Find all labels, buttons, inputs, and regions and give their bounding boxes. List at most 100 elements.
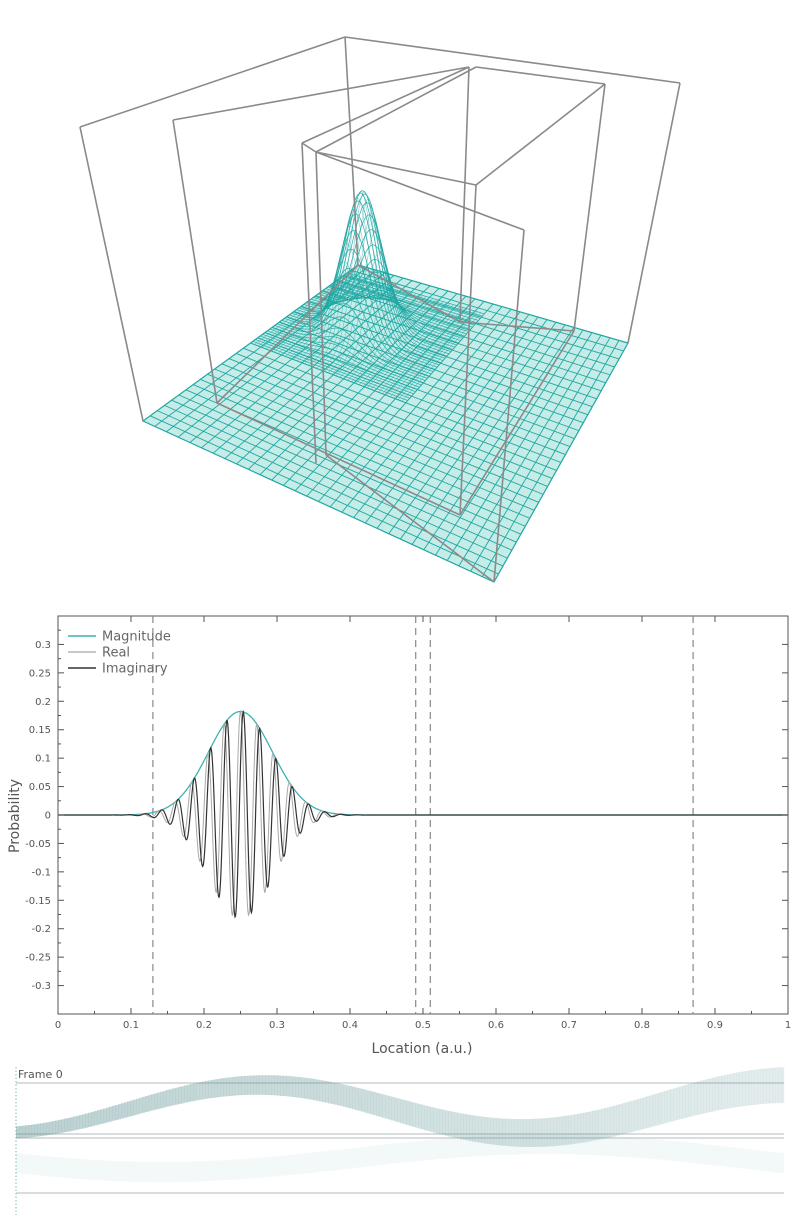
density-column (598, 1109, 602, 1140)
density-column (634, 1137, 640, 1158)
density-column (340, 1149, 346, 1170)
density-column (685, 1084, 689, 1118)
density-column (64, 1158, 70, 1178)
density-column (22, 1154, 28, 1175)
density-column (478, 1116, 482, 1143)
density-column (160, 1091, 164, 1109)
density-column (88, 1159, 94, 1180)
density-column (298, 1153, 304, 1174)
floor-grid-line (481, 340, 620, 577)
density-column (214, 1160, 220, 1181)
box-edge (459, 330, 575, 516)
x-tick-label: 0.1 (123, 1020, 139, 1031)
density-column (421, 1104, 425, 1130)
density-column (229, 1077, 233, 1096)
density-column (328, 1150, 334, 1171)
density-column (304, 1153, 310, 1174)
series-magnitude-line (58, 710, 788, 816)
density-column (700, 1144, 706, 1164)
density-column (532, 1134, 538, 1155)
density-column (448, 1138, 454, 1158)
density-column (535, 1118, 539, 1147)
peak-contour-line (389, 309, 471, 398)
density-column (172, 1088, 176, 1106)
density-column (178, 1161, 184, 1182)
density-column (538, 1118, 542, 1147)
density-column (769, 1067, 773, 1104)
y-tick-label: -0.2 (31, 924, 51, 935)
density-column (736, 1148, 742, 1169)
density-column (88, 1112, 92, 1127)
density-column (508, 1134, 514, 1155)
density-column (205, 1080, 209, 1099)
density-column (118, 1161, 124, 1182)
density-column (172, 1161, 178, 1182)
floor-grid-line (470, 337, 611, 572)
floor-grid-line (164, 404, 508, 559)
density-column (430, 1139, 436, 1160)
density-column (337, 1083, 341, 1106)
box-edge (301, 142, 317, 464)
x-axis-label: Location (a.u.) (372, 1041, 473, 1057)
x-tick-label: 0.9 (707, 1020, 723, 1031)
density-column (271, 1075, 275, 1096)
density-column (622, 1103, 626, 1135)
density-column (238, 1159, 244, 1180)
density-column (466, 1136, 472, 1157)
density-column (262, 1157, 268, 1178)
x-tick-label: 1 (785, 1020, 791, 1031)
density-column (610, 1136, 616, 1156)
peak-contour-line (343, 289, 430, 380)
density-column (625, 1102, 629, 1134)
density-column (556, 1116, 560, 1146)
box-edge (573, 83, 606, 332)
peak-contour-line (258, 274, 355, 347)
density-column (232, 1076, 236, 1096)
density-column (298, 1077, 302, 1098)
y-tick-label: 0.1 (35, 754, 51, 765)
density-column (94, 1160, 100, 1181)
density-column (505, 1118, 509, 1146)
density-column (190, 1161, 196, 1182)
density-column (418, 1140, 424, 1161)
density-column (358, 1088, 362, 1111)
density-column (445, 1110, 449, 1136)
density-column (712, 1077, 716, 1112)
box-edge (325, 454, 495, 583)
density-column (580, 1134, 586, 1155)
density-column (157, 1092, 161, 1109)
density-column (550, 1134, 556, 1154)
series-real-line (58, 709, 788, 917)
peak-contour-line (316, 190, 406, 369)
density-column (16, 1153, 22, 1174)
density-column (682, 1142, 688, 1163)
density-column (628, 1101, 632, 1133)
density-column (460, 1113, 464, 1140)
density-column (124, 1102, 128, 1118)
density-column (571, 1114, 575, 1145)
density-column (148, 1161, 154, 1182)
peak-contour-line (393, 310, 475, 399)
density-column (193, 1083, 197, 1101)
density-column (553, 1117, 557, 1147)
density-column (202, 1161, 208, 1182)
density-column (388, 1096, 392, 1120)
density-column (280, 1075, 284, 1096)
density-column (637, 1098, 641, 1131)
density-column (406, 1141, 412, 1162)
density-column (526, 1134, 532, 1155)
density-column (430, 1106, 434, 1132)
density-column (379, 1093, 383, 1117)
box-edge (475, 83, 606, 186)
density-column (190, 1084, 194, 1102)
y-tick-label: -0.25 (25, 953, 51, 964)
density-column (613, 1105, 617, 1137)
density-column (148, 1095, 152, 1112)
density-column (226, 1077, 230, 1097)
density-column (244, 1075, 248, 1095)
density-column (400, 1099, 404, 1124)
density-column (475, 1115, 479, 1143)
density-column (151, 1094, 155, 1111)
density-column (85, 1113, 89, 1128)
density-column (697, 1081, 701, 1115)
